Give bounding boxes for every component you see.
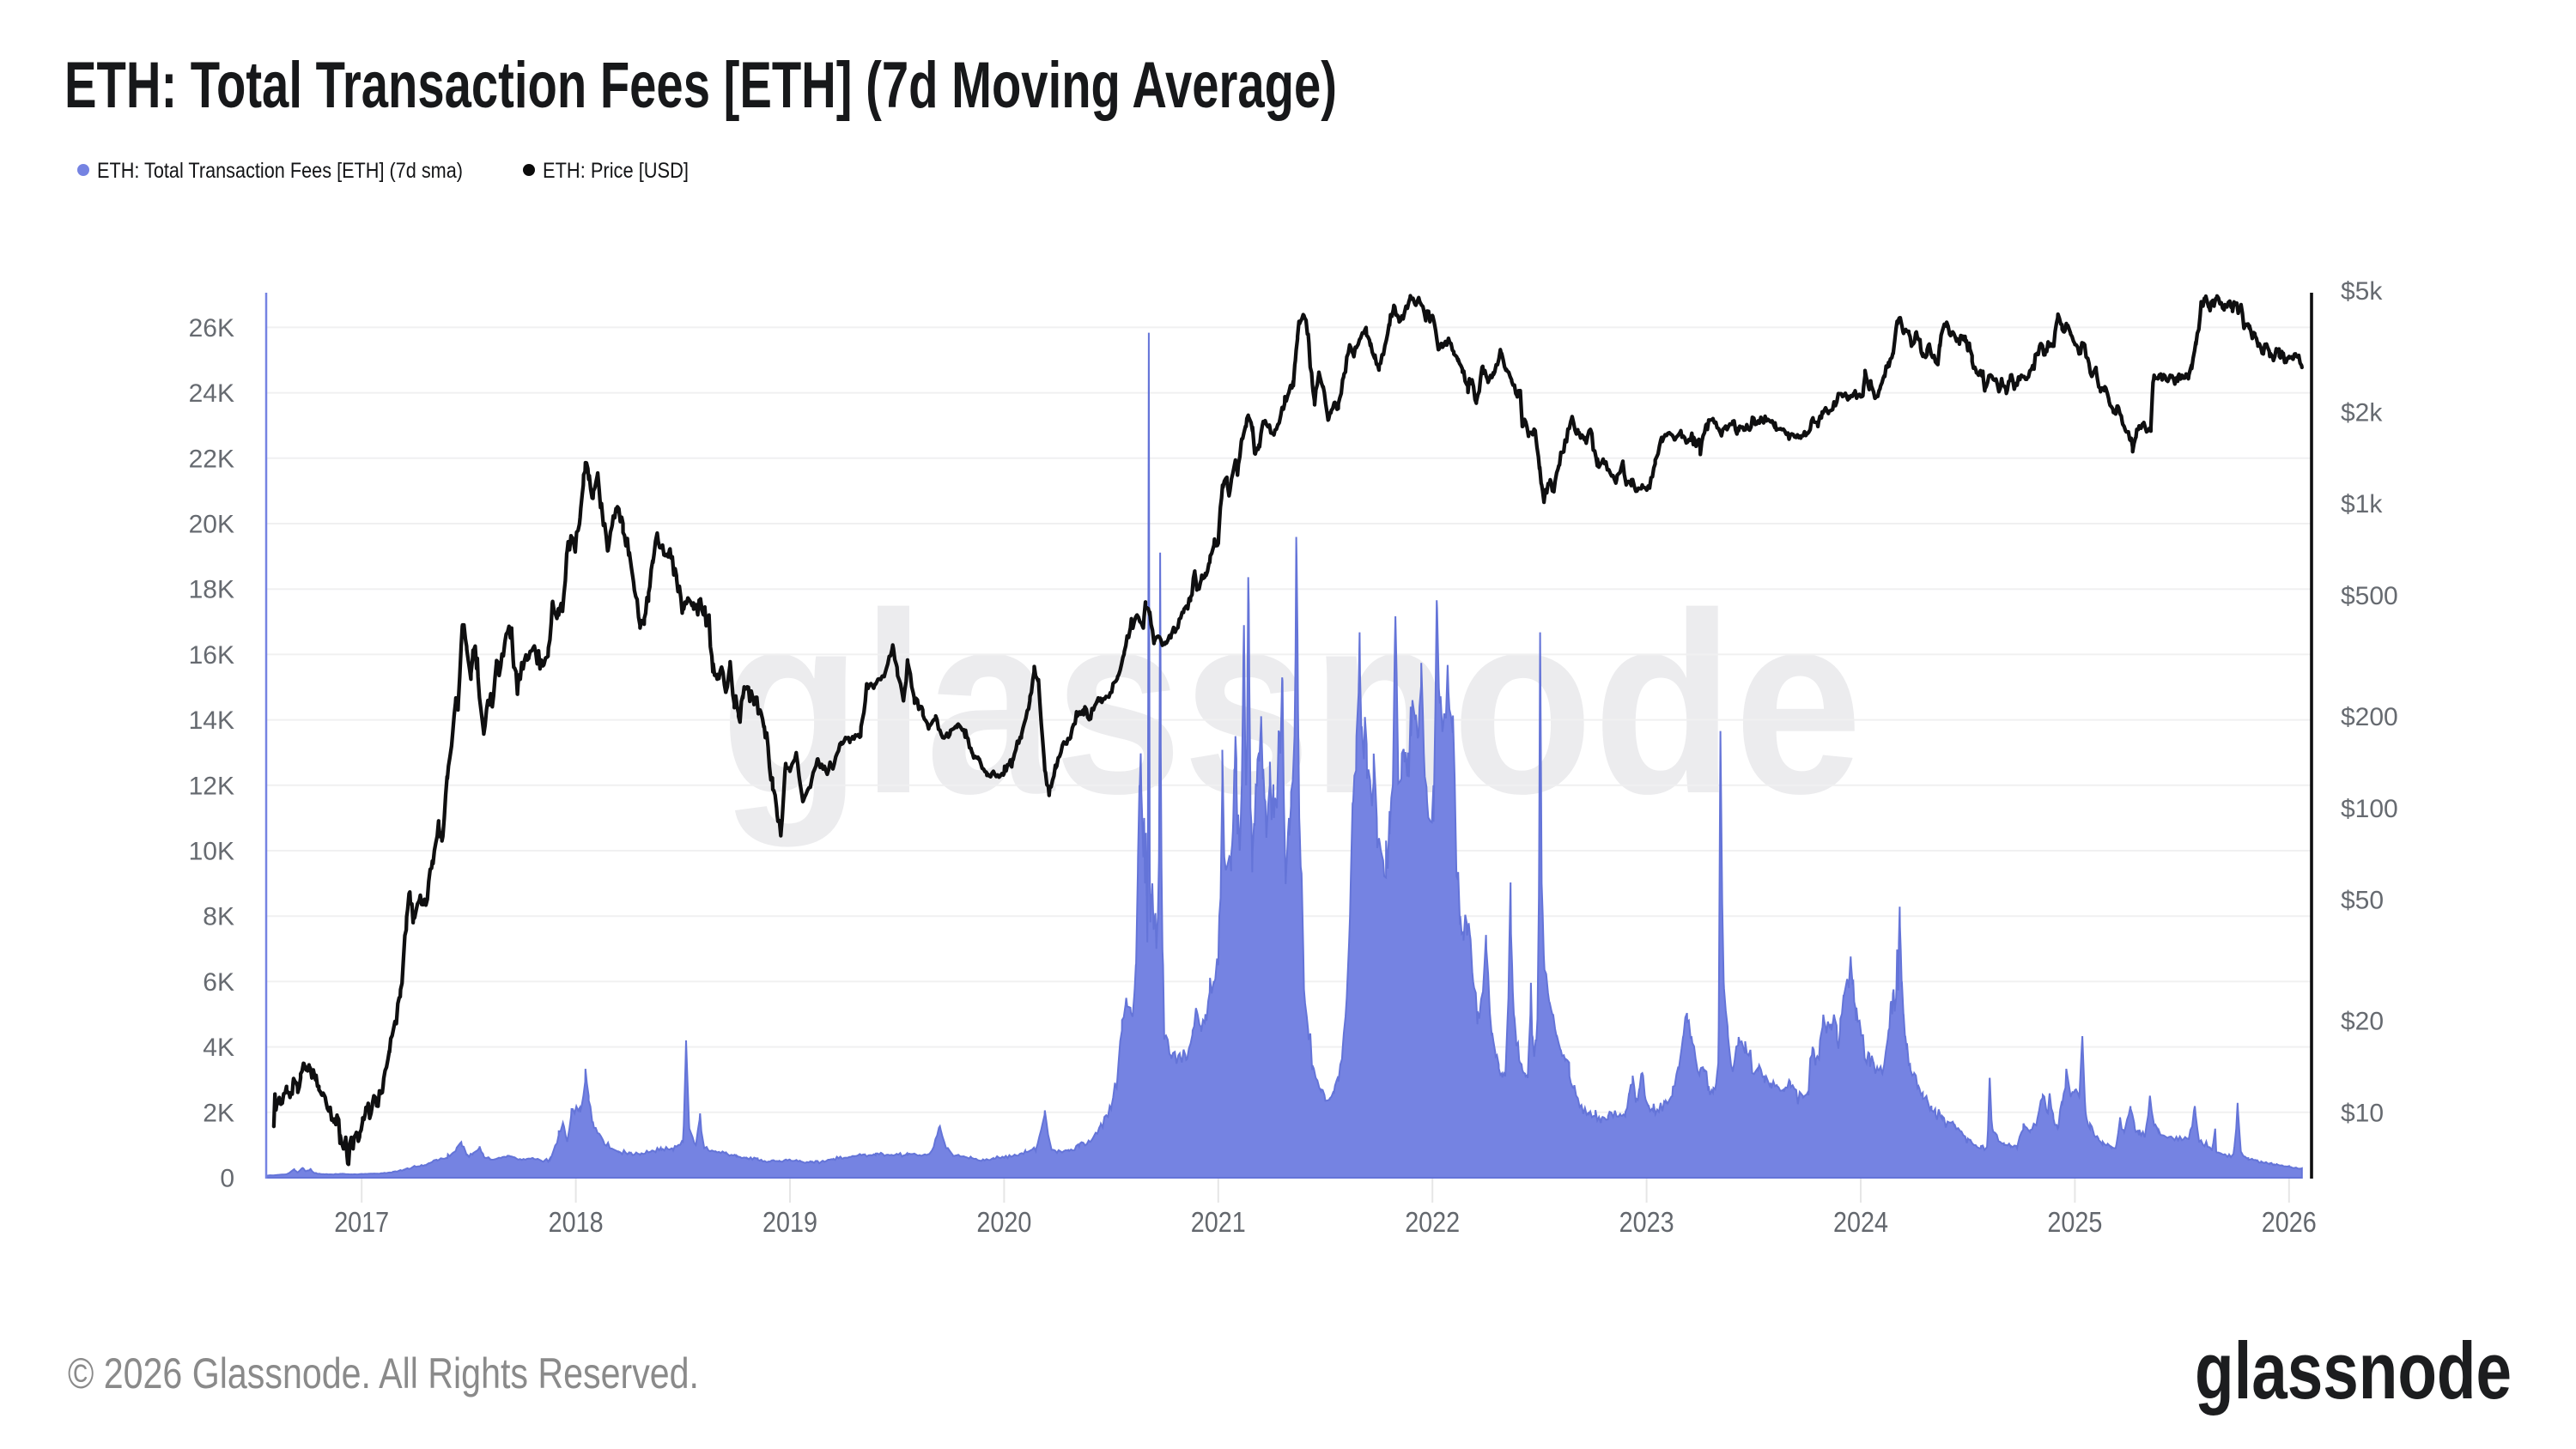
svg-text:$2k: $2k — [2341, 398, 2383, 427]
svg-text:$5k: $5k — [2341, 277, 2383, 306]
svg-text:24K: 24K — [189, 379, 234, 408]
svg-text:2K: 2K — [203, 1099, 234, 1127]
svg-text:20K: 20K — [189, 511, 234, 539]
svg-text:2026: 2026 — [2262, 1206, 2317, 1238]
svg-text:2021: 2021 — [1191, 1206, 1246, 1238]
svg-text:4K: 4K — [203, 1034, 234, 1062]
svg-text:$1k: $1k — [2341, 490, 2383, 518]
svg-text:2025: 2025 — [2047, 1206, 2102, 1238]
svg-text:18K: 18K — [189, 576, 234, 604]
svg-text:ETH: Total Transaction Fees [E: ETH: Total Transaction Fees [ETH] (7d sm… — [97, 159, 463, 183]
svg-text:$10: $10 — [2341, 1100, 2384, 1128]
svg-text:2023: 2023 — [1619, 1206, 1674, 1238]
svg-text:22K: 22K — [189, 445, 234, 473]
svg-text:ETH: Price [USD]: ETH: Price [USD] — [543, 159, 689, 183]
svg-text:2017: 2017 — [334, 1206, 389, 1238]
svg-text:26K: 26K — [189, 314, 234, 343]
svg-text:$50: $50 — [2341, 887, 2384, 915]
svg-text:14K: 14K — [189, 706, 234, 735]
svg-text:2019: 2019 — [762, 1206, 817, 1238]
svg-text:2020: 2020 — [976, 1206, 1031, 1238]
svg-text:$100: $100 — [2341, 795, 2398, 823]
svg-text:$500: $500 — [2341, 582, 2398, 610]
svg-text:© 2026 Glassnode. All Rights R: © 2026 Glassnode. All Rights Reserved. — [68, 1349, 699, 1397]
svg-text:0: 0 — [220, 1165, 234, 1193]
svg-text:12K: 12K — [189, 772, 234, 800]
svg-text:2024: 2024 — [1833, 1206, 1888, 1238]
svg-text:2018: 2018 — [549, 1206, 604, 1238]
svg-text:16K: 16K — [189, 641, 234, 670]
svg-text:8K: 8K — [203, 903, 234, 931]
svg-text:glassnode: glassnode — [2195, 1325, 2512, 1416]
svg-text:10K: 10K — [189, 838, 234, 866]
svg-text:6K: 6K — [203, 968, 234, 997]
svg-text:ETH: Total Transaction Fees [E: ETH: Total Transaction Fees [ETH] (7d Mo… — [64, 49, 1337, 122]
svg-text:$20: $20 — [2341, 1008, 2384, 1036]
svg-text:$200: $200 — [2341, 703, 2398, 731]
svg-text:2022: 2022 — [1405, 1206, 1460, 1238]
